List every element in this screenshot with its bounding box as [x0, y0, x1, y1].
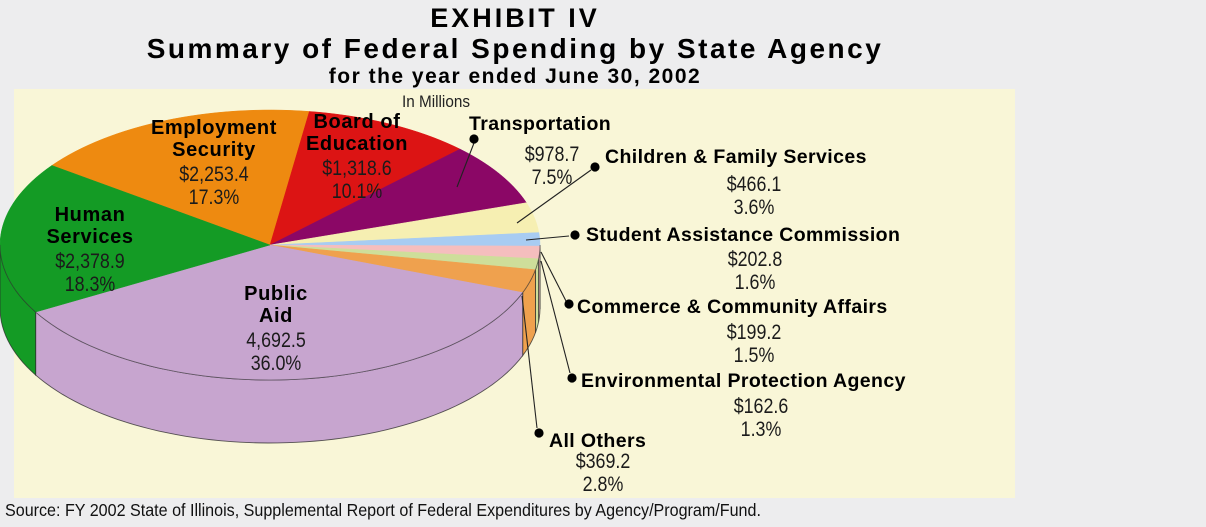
- slice-name-children-family-services: Children & Family Services: [605, 146, 867, 168]
- slice-label-block-board-of-education: Board of Education $1,318.6 10.1%: [306, 111, 408, 203]
- slice-pct-board-of-education: 10.1%: [331, 180, 383, 203]
- source-note: Source: FY 2002 State of Illinois, Suppl…: [5, 500, 761, 520]
- slice-name-employment-security: Employment: [150, 117, 278, 139]
- pie-chart-svg: [0, 109, 600, 444]
- slice-pct-environmental-protection-agency: 1.3%: [740, 418, 782, 441]
- leader-line-commerce-community-affairs: [540, 251, 567, 302]
- slice-pct-children-family-services: 3.6%: [733, 196, 775, 219]
- slice-values-commerce-community-affairs: $199.2 1.5%: [722, 319, 786, 367]
- slice-pct-employment-security: 17.3%: [188, 186, 240, 209]
- leader-line-all-others: [521, 295, 538, 429]
- slice-pct-transportation: 7.5%: [531, 166, 573, 189]
- slice-value-human-services: $2,378.9: [55, 250, 125, 273]
- slice-name-board-of-education: Board of: [313, 111, 401, 133]
- slice-values-transportation: $978.7 7.5%: [520, 141, 584, 189]
- slice-name-human-services: Services: [46, 226, 134, 248]
- slice-name-environmental-protection-agency: Environmental Protection Agency: [581, 370, 906, 392]
- slice-pct-public-aid: 36.0%: [250, 352, 302, 375]
- pie-front-edge-line: [0, 244, 541, 381]
- slice-value-transportation: $978.7: [524, 143, 580, 166]
- units-note: In Millions: [401, 92, 471, 111]
- leader-dot-environmental-protection-agency: [567, 373, 577, 383]
- slice-name-student-assistance-commission: Student Assistance Commission: [586, 224, 901, 246]
- slice-value-children-family-services: $466.1: [726, 173, 782, 196]
- slice-pct-all-others: 2.8%: [582, 473, 624, 496]
- title-block: EXHIBIT IV Summary of Federal Spending b…: [0, 0, 1030, 88]
- chart-subtitle: for the year ended June 30, 2002: [328, 65, 702, 88]
- slice-name-commerce-community-affairs: Commerce & Community Affairs: [577, 296, 888, 318]
- slice-values-environmental-protection-agency: $162.6 1.3%: [729, 393, 793, 441]
- slice-value-board-of-education: $1,318.6: [322, 157, 392, 180]
- slice-values-all-others: $369.2 2.8%: [571, 448, 635, 496]
- leader-dot-commerce-community-affairs: [564, 299, 574, 309]
- slice-pct-student-assistance-commission: 1.6%: [734, 271, 776, 294]
- slice-name-human-services: Human: [54, 204, 126, 226]
- slice-label-block-employment-security: Employment Security $2,253.4 17.3%: [151, 117, 277, 209]
- leader-dot-all-others: [534, 428, 544, 438]
- slice-name-public-aid: Aid: [258, 305, 294, 327]
- slice-values-student-assistance-commission: $202.8 1.6%: [723, 246, 787, 294]
- slice-value-commerce-community-affairs: $199.2: [726, 321, 782, 344]
- slice-name-all-others: All Others: [549, 430, 647, 452]
- chart-title: Summary of Federal Spending by State Age…: [146, 33, 884, 64]
- pie-slice-side-environmental-protection-agency: [534, 258, 540, 333]
- leader-line-student-assistance-commission: [525, 235, 570, 241]
- pie-slice-employment-security: [51, 109, 310, 246]
- slice-value-environmental-protection-agency: $162.6: [733, 395, 789, 418]
- slice-name-transportation: Transportation: [469, 113, 612, 135]
- slice-values-children-family-services: $466.1 3.6%: [722, 171, 786, 219]
- exhibit-number: EXHIBIT IV: [430, 3, 600, 33]
- leader-dot-transportation: [469, 134, 479, 144]
- slice-name-employment-security: Security: [172, 139, 256, 161]
- pie-slice-board-of-education: [269, 111, 461, 246]
- leader-dot-student-assistance-commission: [570, 230, 580, 240]
- pie-slice-children-family-services: [269, 202, 540, 246]
- slice-value-employment-security: $2,253.4: [179, 163, 249, 186]
- leader-line-children-family-services: [516, 169, 592, 224]
- leader-line-environmental-protection-agency: [540, 260, 571, 374]
- leader-line-transportation: [456, 142, 475, 188]
- slice-label-block-human-services: Human Services $2,378.9 18.3%: [46, 204, 133, 296]
- slice-value-public-aid: 4,692.5: [246, 329, 306, 352]
- slice-name-board-of-education: Education: [305, 133, 409, 155]
- slice-pct-commerce-community-affairs: 1.5%: [733, 344, 775, 367]
- slice-label-block-public-aid: Public Aid 4,692.5 36.0%: [241, 283, 311, 375]
- slice-value-student-assistance-commission: $202.8: [727, 248, 783, 271]
- leader-dot-children-family-services: [590, 162, 600, 172]
- slice-value-all-others: $369.2: [575, 450, 631, 473]
- slice-name-public-aid: Public: [244, 283, 308, 305]
- slice-pct-human-services: 18.3%: [64, 273, 116, 296]
